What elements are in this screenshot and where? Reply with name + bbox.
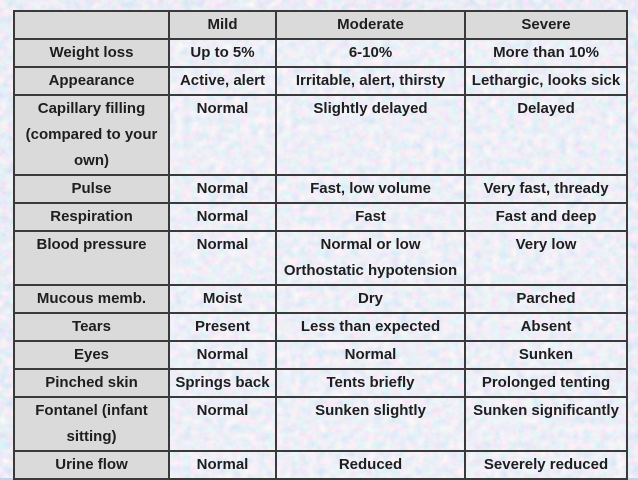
value-cell: Lethargic, looks sick	[464, 66, 628, 96]
value-cell: Normal	[168, 450, 277, 480]
value-cell: Delayed	[464, 94, 628, 176]
row-label-cell: Fontanel (infant sitting)	[13, 396, 170, 452]
value-cell: Normal	[168, 230, 277, 286]
value-cell: Normal	[168, 396, 277, 452]
row-label-cell: Respiration	[13, 202, 170, 232]
row-label-cell: Pinched skin	[13, 368, 170, 398]
value-cell: Normal	[168, 340, 277, 370]
header-row: Mild Moderate Severe	[13, 10, 628, 40]
table-row-appearance: Appearance Active, alert Irritable, aler…	[13, 66, 628, 96]
table-row-eyes: Eyes Normal Normal Sunken	[13, 340, 628, 370]
table-row-capillary-filling: Capillary filling (compared to your own)…	[13, 94, 628, 176]
row-label-cell: Urine flow	[13, 450, 170, 480]
value-cell: Active, alert	[168, 66, 277, 96]
value-cell: Fast	[275, 202, 466, 232]
value-cell: Normal or low Orthostatic hypotension	[275, 230, 466, 286]
table-row-pulse: Pulse Normal Fast, low volume Very fast,…	[13, 174, 628, 204]
value-cell: Slightly delayed	[275, 94, 466, 176]
corner-header-cell	[13, 10, 170, 40]
row-label-cell: Tears	[13, 312, 170, 342]
value-cell: Springs back	[168, 368, 277, 398]
value-cell: Fast and deep	[464, 202, 628, 232]
dehydration-severity-table: Mild Moderate Severe Weight loss Up to 5…	[13, 10, 628, 480]
value-cell: Up to 5%	[168, 38, 277, 68]
table-row-urine-flow: Urine flow Normal Reduced Severely reduc…	[13, 450, 628, 480]
value-cell: Sunken slightly	[275, 396, 466, 452]
value-cell: Less than expected	[275, 312, 466, 342]
row-label-cell: Eyes	[13, 340, 170, 370]
table-row-blood-pressure: Blood pressure Normal Normal or low Orth…	[13, 230, 628, 286]
row-label-cell: Pulse	[13, 174, 170, 204]
value-cell: Dry	[275, 284, 466, 314]
row-label-cell: Mucous memb.	[13, 284, 170, 314]
table-row-weight-loss: Weight loss Up to 5% 6-10% More than 10%	[13, 38, 628, 68]
value-cell: Present	[168, 312, 277, 342]
column-header-moderate: Moderate	[275, 10, 466, 40]
value-cell: Normal	[168, 94, 277, 176]
value-cell: Sunken significantly	[464, 396, 628, 452]
table-row-fontanel: Fontanel (infant sitting) Normal Sunken …	[13, 396, 628, 452]
row-label-cell: Blood pressure	[13, 230, 170, 286]
table-row-pinched-skin: Pinched skin Springs back Tents briefly …	[13, 368, 628, 398]
value-cell: Prolonged tenting	[464, 368, 628, 398]
value-cell: Parched	[464, 284, 628, 314]
column-header-mild: Mild	[168, 10, 277, 40]
row-label-cell: Weight loss	[13, 38, 170, 68]
table-row-mucous-membranes: Mucous memb. Moist Dry Parched	[13, 284, 628, 314]
value-cell: Normal	[168, 174, 277, 204]
value-cell: Sunken	[464, 340, 628, 370]
value-cell: Absent	[464, 312, 628, 342]
value-cell: More than 10%	[464, 38, 628, 68]
row-label-cell: Appearance	[13, 66, 170, 96]
value-cell: Reduced	[275, 450, 466, 480]
value-cell: Fast, low volume	[275, 174, 466, 204]
value-cell: Very low	[464, 230, 628, 286]
table-row-tears: Tears Present Less than expected Absent	[13, 312, 628, 342]
value-cell: Normal	[168, 202, 277, 232]
row-label-cell: Capillary filling (compared to your own)	[13, 94, 170, 176]
value-cell: Irritable, alert, thirsty	[275, 66, 466, 96]
value-cell: Very fast, thready	[464, 174, 628, 204]
value-cell: Normal	[275, 340, 466, 370]
value-cell: Tents briefly	[275, 368, 466, 398]
table-row-respiration: Respiration Normal Fast Fast and deep	[13, 202, 628, 232]
value-cell: 6-10%	[275, 38, 466, 68]
column-header-severe: Severe	[464, 10, 628, 40]
value-cell: Moist	[168, 284, 277, 314]
value-cell: Severely reduced	[464, 450, 628, 480]
